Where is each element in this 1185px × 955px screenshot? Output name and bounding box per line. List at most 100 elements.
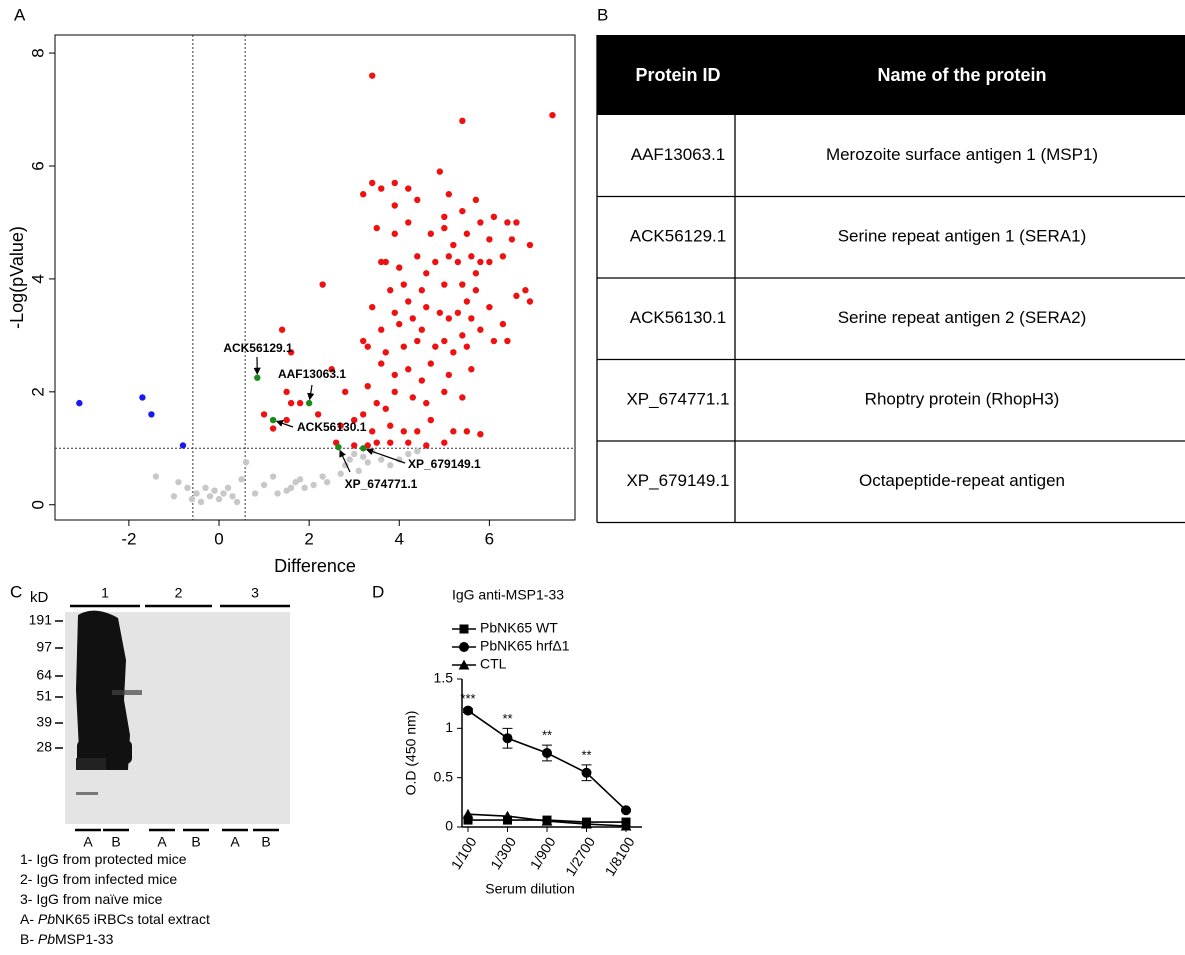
point: [414, 428, 420, 434]
y-tick-label: 6: [28, 161, 47, 170]
point: [229, 493, 235, 499]
table-cell: Serine repeat antigen 2 (SERA2): [838, 308, 1087, 327]
significance-label: **: [502, 711, 512, 726]
point: [441, 338, 447, 344]
point: [216, 496, 222, 502]
point: [468, 315, 474, 321]
legend-part: 2- IgG from infected mice: [20, 871, 177, 887]
point: [428, 231, 434, 237]
legend-line: A- PbNK65 iRBCs total extract: [20, 911, 210, 927]
point: [369, 180, 375, 186]
point: [374, 400, 380, 406]
point: [527, 242, 533, 248]
lane-label: A: [230, 834, 240, 850]
point: [360, 338, 366, 344]
point: [360, 445, 366, 451]
point: [279, 327, 285, 333]
point: [428, 360, 434, 366]
table-cell: AAF13063.1: [631, 145, 726, 164]
point: [310, 482, 316, 488]
point: [464, 343, 470, 349]
point: [486, 304, 492, 310]
point: [621, 805, 631, 815]
point: [477, 431, 483, 437]
point: [396, 321, 402, 327]
y-tick-label: 0: [445, 818, 453, 834]
point: [387, 462, 393, 468]
point: [243, 459, 249, 465]
blot-image: [65, 611, 290, 824]
point: [477, 219, 483, 225]
point-label: ACK56129.1: [223, 341, 293, 355]
group-label: 3: [251, 585, 259, 601]
legend-part: MSP1-33: [55, 931, 114, 947]
point: [500, 253, 506, 259]
point: [504, 219, 510, 225]
panel-label: D: [372, 582, 384, 601]
point: [455, 259, 461, 265]
point: [464, 428, 470, 434]
point: [446, 191, 452, 197]
legend-label: PbNK65 WT: [480, 620, 558, 636]
point: [441, 439, 447, 445]
point: [392, 389, 398, 395]
point: [459, 394, 465, 400]
marker-label: 51: [36, 688, 52, 704]
point: [477, 259, 483, 265]
header-cell: Protein ID: [635, 65, 720, 85]
legend-part: NK65 iRBCs total extract: [55, 911, 210, 927]
figure: A B C D -2024602468Difference-Log(pValue…: [0, 0, 1185, 955]
table-cell: ACK56130.1: [630, 308, 726, 327]
y-tick-label: 2: [28, 387, 47, 396]
point: [225, 485, 231, 491]
chart-title: IgG anti-MSP1-33: [452, 587, 564, 603]
point: [459, 118, 465, 124]
point: [405, 439, 411, 445]
legend-part: A-: [20, 911, 38, 927]
point: [360, 454, 366, 460]
x-axis-label: Difference: [274, 556, 356, 576]
point: [202, 485, 208, 491]
point-label: XP_679149.1: [408, 457, 481, 471]
point: [392, 310, 398, 316]
point: [441, 389, 447, 395]
point: [459, 208, 465, 214]
point: [337, 471, 343, 477]
legend-line: 2- IgG from infected mice: [20, 871, 177, 887]
point: [405, 366, 411, 372]
point: [410, 315, 416, 321]
marker-label: 97: [36, 639, 52, 655]
point: [459, 642, 469, 652]
point-label: AAF13063.1: [278, 367, 346, 381]
y-tick-label: 1: [445, 719, 453, 735]
significance-label: ***: [460, 691, 475, 706]
point: [270, 417, 276, 423]
point: [455, 310, 461, 316]
point: [405, 219, 411, 225]
point: [351, 451, 357, 457]
point: [441, 214, 447, 220]
panel-label: B: [597, 5, 608, 24]
group-label: 2: [175, 585, 183, 601]
point: [283, 389, 289, 395]
point: [387, 423, 393, 429]
point: [220, 490, 226, 496]
legend-part: B-: [20, 931, 38, 947]
point: [396, 264, 402, 270]
group-label: 1: [101, 585, 109, 601]
lane-label: A: [157, 834, 167, 850]
y-tick-label: 4: [28, 274, 47, 283]
table-cell: Merozoite surface antigen 1 (MSP1): [826, 145, 1098, 164]
header-cell: Name of the protein: [877, 65, 1046, 85]
y-tick-label: 0.5: [434, 768, 454, 784]
point: [297, 400, 303, 406]
point: [500, 321, 506, 327]
point: [387, 439, 393, 445]
point: [401, 281, 407, 287]
point-label: XP_674771.1: [345, 477, 418, 491]
point: [419, 377, 425, 383]
x-tick-label: 6: [485, 529, 494, 548]
point: [503, 733, 513, 743]
point: [491, 214, 497, 220]
table-cell: ACK56129.1: [630, 227, 726, 246]
